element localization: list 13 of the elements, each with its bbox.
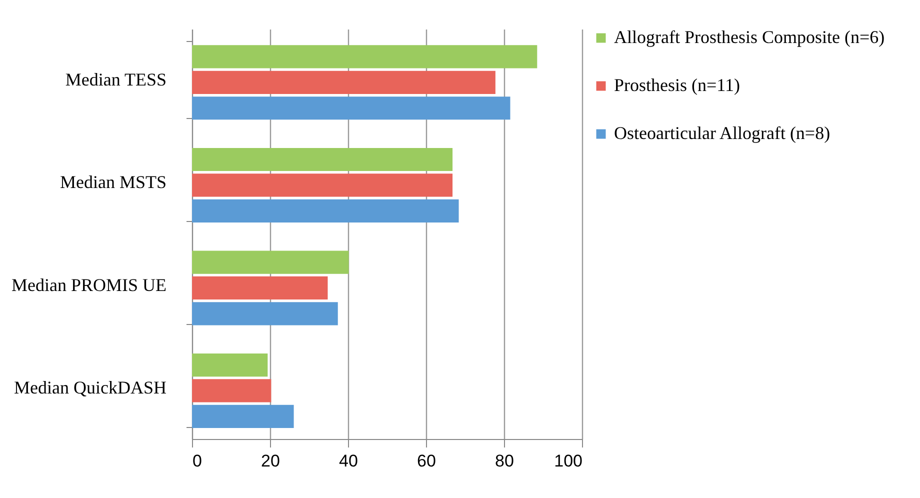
y-tick-label: Median QuickDASH <box>14 378 166 398</box>
legend-label: Prosthesis (n=11) <box>614 75 740 95</box>
x-tick-label: 100 <box>554 452 582 470</box>
x-tick-label: 80 <box>495 452 514 470</box>
x-tick-label: 60 <box>417 452 436 470</box>
x-tick-label: 40 <box>339 452 358 470</box>
legend-label: Osteoarticular Allograft (n=8) <box>614 123 830 143</box>
y-tick-label: Median PROMIS UE <box>11 274 166 295</box>
y-tick-label: Median TESS <box>65 69 166 90</box>
x-tick-label: 20 <box>261 452 280 470</box>
legend-label: Allograft Prosthesis Composite (n=6) <box>614 27 885 47</box>
x-tick-label: 0 <box>192 452 202 470</box>
y-tick-label: Median MSTS <box>60 172 166 192</box>
